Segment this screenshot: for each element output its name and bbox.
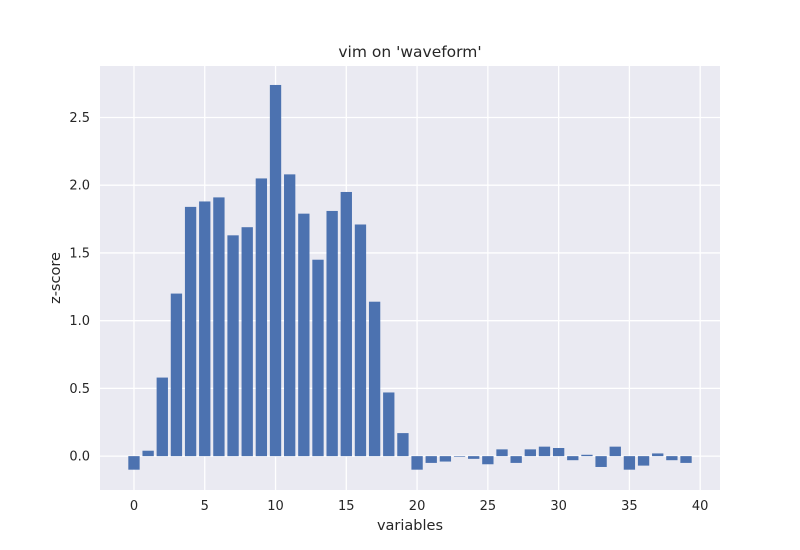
bars xyxy=(128,84,692,470)
y-tick-label: 1.5 xyxy=(69,246,90,261)
x-axis-ticks: 0 5 10 15 20 25 30 35 40 xyxy=(130,499,709,514)
bar-26 xyxy=(496,449,508,457)
bar-18 xyxy=(383,392,395,457)
y-axis-label: z-score xyxy=(48,252,64,304)
x-tick-label: 20 xyxy=(409,499,426,514)
bar-10 xyxy=(269,84,282,457)
chart-title: vim on 'waveform' xyxy=(338,43,481,61)
bar-30 xyxy=(552,448,565,457)
bar-28 xyxy=(524,449,536,457)
y-tick-label: 2.5 xyxy=(69,111,90,126)
bar-14 xyxy=(326,210,338,457)
bar-29 xyxy=(538,446,551,457)
bar-2 xyxy=(156,377,168,457)
bar-6 xyxy=(213,197,225,457)
bar-3 xyxy=(170,293,183,457)
bar-11 xyxy=(284,174,296,457)
x-tick-label: 15 xyxy=(338,499,355,514)
x-tick-label: 30 xyxy=(550,499,567,514)
bar-32 xyxy=(581,454,593,457)
bar-4 xyxy=(184,206,197,457)
bar-8 xyxy=(241,227,253,457)
bar-39 xyxy=(680,456,692,463)
x-tick-label: 35 xyxy=(621,499,638,514)
x-tick-label: 40 xyxy=(692,499,709,514)
bar-15 xyxy=(340,191,352,457)
x-tick-label: 10 xyxy=(267,499,284,514)
bar-31 xyxy=(567,456,579,461)
bar-37 xyxy=(652,453,664,457)
bar-25 xyxy=(482,456,494,465)
bar-23 xyxy=(453,456,466,457)
bar-5 xyxy=(199,201,211,457)
y-tick-label: 2.0 xyxy=(69,179,90,194)
y-axis-ticks: 0.0 0.5 1.0 1.5 2.0 2.5 xyxy=(69,111,90,465)
bar-0 xyxy=(128,456,140,470)
bar-12 xyxy=(298,213,310,457)
bar-24 xyxy=(468,456,480,459)
bar-13 xyxy=(312,259,324,457)
bar-38 xyxy=(666,456,678,461)
bar-34 xyxy=(609,446,621,457)
y-tick-label: 0.5 xyxy=(69,382,90,397)
x-axis-label: variables xyxy=(377,518,443,534)
bar-19 xyxy=(397,433,409,457)
bar-36 xyxy=(637,456,650,466)
x-tick-label: 0 xyxy=(130,499,138,514)
y-tick-label: 0.0 xyxy=(69,450,90,465)
bar-17 xyxy=(368,301,381,457)
y-tick-label: 1.0 xyxy=(69,314,90,329)
x-tick-label: 5 xyxy=(201,499,209,514)
bar-22 xyxy=(439,456,452,462)
bar-35 xyxy=(623,456,636,470)
bar-1 xyxy=(142,450,154,457)
bar-7 xyxy=(227,235,239,457)
bar-33 xyxy=(595,456,607,467)
bar-9 xyxy=(255,178,268,457)
bar-20 xyxy=(411,456,423,470)
bar-16 xyxy=(354,224,367,457)
bar-21 xyxy=(425,456,437,463)
x-tick-label: 25 xyxy=(480,499,497,514)
bar-27 xyxy=(510,456,522,463)
